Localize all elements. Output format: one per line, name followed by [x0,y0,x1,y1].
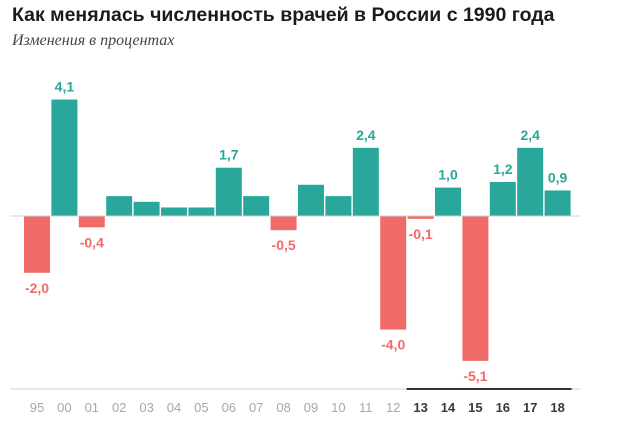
axes-group [10,215,580,390]
tick-label-15: 15 [468,400,482,415]
tick-label-13: 13 [413,400,427,415]
tick-label-05: 05 [194,400,208,415]
data-label-01: -0,4 [80,234,104,250]
bar-13 [407,216,434,219]
data-label-17: 2,4 [520,127,540,143]
bar-09 [298,184,324,216]
data-labels-group: -2,0 4,1 -0,4 1,7 -0,5 2,4 -4,0 -0,1 1,0 -5,1 1,2 2… [25,79,568,384]
data-label-00: 4,1 [55,79,75,95]
bars-group [24,99,571,361]
tick-label-17: 17 [523,400,537,415]
tick-label-18: 18 [550,400,564,415]
tick-label-12: 12 [386,400,400,415]
data-label-06: 1,7 [219,147,239,163]
bar-03 [133,201,160,216]
bar-18 [544,190,571,216]
tick-label-11: 11 [359,400,373,415]
bar-95 [24,216,50,273]
data-label-11: 2,4 [356,127,376,143]
tick-label-10: 10 [331,400,345,415]
data-label-18: 0,9 [548,169,568,185]
bar-14 [435,187,461,216]
data-label-14: 1,0 [438,167,458,183]
data-label-95: -2,0 [25,280,49,296]
bar-01 [78,216,105,228]
tick-label-00: 00 [57,400,71,415]
data-label-08: -0,5 [272,237,296,253]
data-label-16: 1,2 [493,161,513,177]
tick-label-14: 14 [441,400,456,415]
tick-label-02: 02 [112,400,126,415]
data-label-13: -0,1 [409,226,433,242]
bar-10 [325,196,352,216]
tick-label-08: 08 [276,400,290,415]
tick-label-09: 09 [304,400,318,415]
bar-11 [352,147,379,216]
tick-label-06: 06 [222,400,236,415]
chart-subtitle: Изменения в процентах [12,32,175,49]
tick-label-01: 01 [85,400,99,415]
tick-label-16: 16 [496,400,510,415]
bar-05 [188,207,215,216]
data-label-15: -5,1 [463,368,487,384]
bar-00 [51,99,78,216]
data-label-12: -4,0 [381,337,405,353]
bar-06 [215,167,242,216]
bar-02 [106,196,133,216]
tick-label-07: 07 [249,400,263,415]
chart-title: Как менялась численность врачей в России… [12,4,555,26]
bar-15 [462,216,489,361]
tick-label-95: 95 [30,400,44,415]
tick-label-03: 03 [139,400,153,415]
bar-16 [489,181,516,216]
tick-label-04: 04 [167,400,181,415]
bar-08 [270,216,297,231]
tick-labels-group: 95 00 01 02 03 04 05 06 07 08 09 10 11 12 13 14 15 16 17 18 [30,400,565,415]
bar-17 [517,147,544,216]
bar-07 [243,196,270,216]
bar-04 [161,207,187,216]
bar-12 [380,216,407,330]
